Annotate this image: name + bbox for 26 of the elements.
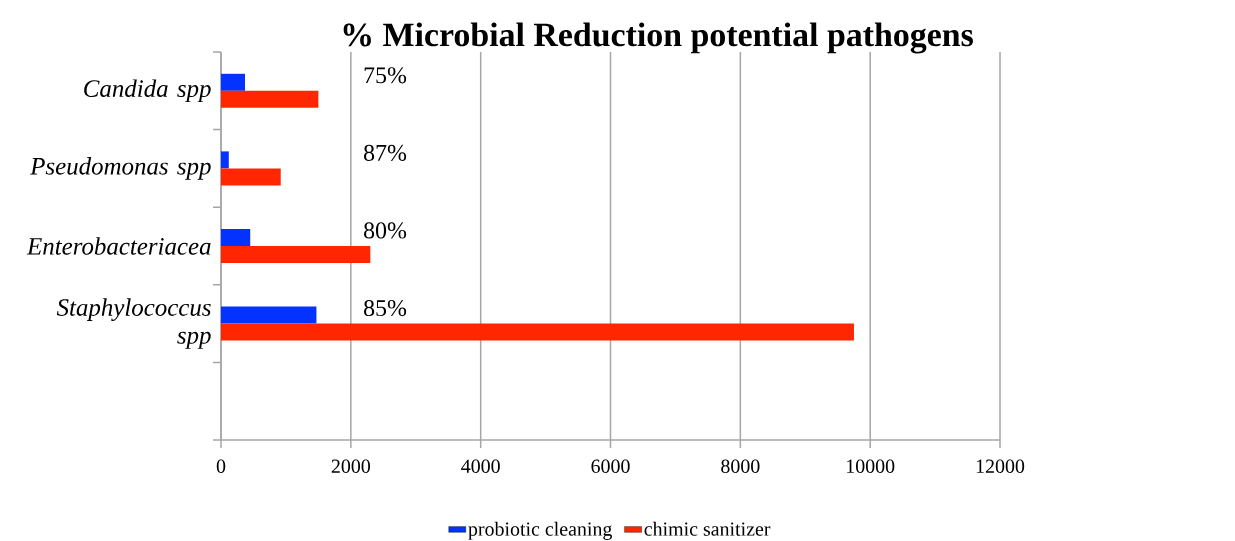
annotation: 87%	[364, 144, 407, 161]
legend-label: chimic sanitizer	[644, 521, 771, 536]
x-tick-label: 8000	[721, 459, 760, 473]
legend-label: probiotic cleaning	[468, 521, 612, 540]
annotation: 85%	[364, 299, 407, 317]
bar	[221, 306, 317, 324]
y-tick-label: Candida spp	[84, 79, 211, 103]
y-tick-label: Staphylococcus spp	[56, 298, 211, 349]
annotation: 80%	[364, 222, 407, 239]
x-tick-label: 0	[216, 459, 226, 473]
annotation: 75%	[364, 67, 407, 84]
bar	[221, 168, 281, 186]
chart-title: % Microbial Reduction potential pathogens	[343, 22, 973, 54]
x-tick-label: 10000	[847, 459, 895, 473]
bar	[221, 151, 229, 169]
bar	[221, 245, 371, 263]
y-tick-label: Pseudomonas spp	[30, 157, 211, 180]
x-tick-label: 6000	[591, 459, 630, 473]
x-tick-label: 2000	[331, 459, 371, 473]
bar	[221, 228, 251, 246]
y-tick-label: Enterobacteriacea	[26, 237, 211, 255]
bar	[221, 323, 854, 341]
bar	[221, 90, 319, 108]
bar	[221, 73, 246, 91]
x-tick-label: 12000	[976, 459, 1025, 473]
x-tick-label: 4000	[461, 459, 500, 473]
